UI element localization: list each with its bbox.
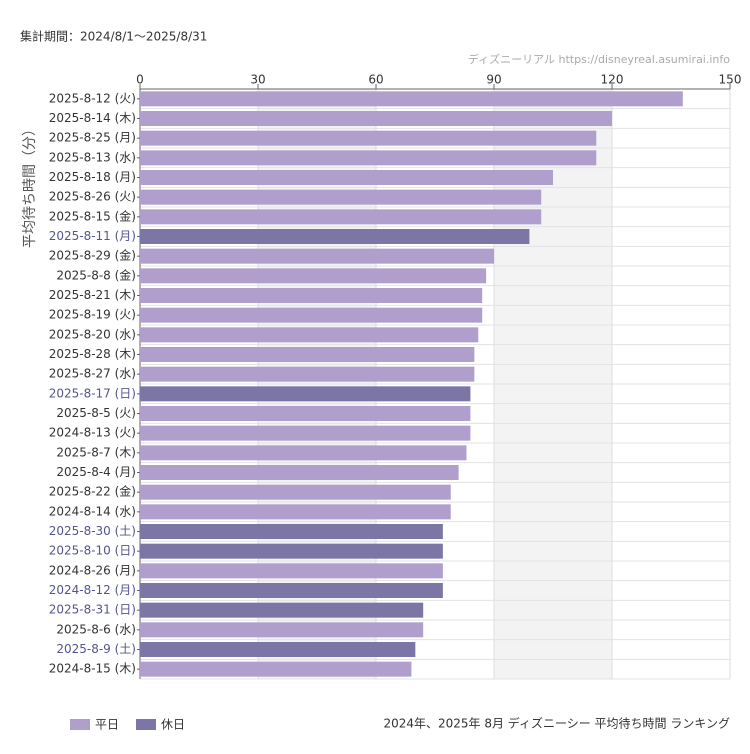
bar [140,504,451,520]
bar [140,661,412,677]
y-tick-label: 2024-8-15 (木) [49,662,136,676]
bar [140,642,416,657]
bar [140,386,471,402]
y-tick-label: 2025-8-8 (金) [56,267,136,282]
y-tick-label: 2025-8-27 (水) [49,367,136,381]
legend-label: 平日 [95,718,119,732]
bar [140,602,424,618]
y-tick-label: 2025-8-28 (木) [49,347,136,361]
bar [140,543,443,559]
y-tick-label: 2025-8-26 (火) [49,190,136,204]
bar [140,465,459,480]
bar [140,366,475,382]
bar [140,327,479,343]
bar [140,150,597,166]
chart-title: 2024年、2025年 8月 ディズニーシー 平均待ち時間 ランキング [383,716,730,731]
bar [140,91,683,107]
y-axis-label: 平均待ち時間（分） [22,122,38,248]
y-tick-label: 2025-8-31 (日) [49,603,136,617]
y-tick-label: 2025-8-15 (金) [49,208,136,223]
x-tick-label: 0 [136,73,144,87]
y-tick-label: 2024-8-14 (水) [49,504,136,518]
y-tick-label: 2025-8-12 (火) [49,91,136,105]
y-tick-label: 2025-8-13 (水) [49,150,136,164]
bar [140,170,553,185]
y-tick-label: 2025-8-25 (月) [49,131,136,145]
bar [140,622,424,638]
bar [140,209,542,225]
bar [140,248,494,264]
period: 集計期間：2024/8/1～2025/8/31 [20,29,207,44]
y-tick-label: 2025-8-9 (土) [56,642,136,656]
bar [140,445,467,461]
source: ディズニーリアル https://disneyreal.asumirai.inf… [468,52,730,66]
y-tick-label: 2024-8-26 (月) [49,563,136,577]
y-tick-label: 2025-8-10 (日) [49,544,136,558]
x-tick-label: 30 [250,73,265,87]
bar [140,288,483,303]
y-tick-label: 2025-8-29 (金) [49,248,136,263]
y-tick-label: 2024-8-12 (月) [49,583,136,597]
bar [140,307,483,323]
x-tick-label: 60 [368,73,383,87]
bar [140,524,443,539]
y-tick-label: 2025-8-6 (水) [56,622,136,636]
bar [140,484,451,500]
y-tick-label: 2025-8-19 (火) [49,308,136,322]
bar [140,347,475,362]
x-tick-label: 150 [719,73,742,87]
bar [140,189,542,205]
y-tick-label: 2025-8-4 (月) [56,465,136,479]
y-tick-label: 2025-8-7 (木) [56,445,136,459]
y-tick-label: 2025-8-22 (金) [49,484,136,499]
y-tick-label: 2025-8-14 (木) [49,111,136,125]
x-tick-label: 120 [601,73,624,87]
bar [140,130,597,146]
y-tick-label: 2025-8-11 (月) [49,229,136,243]
y-tick-label: 2025-8-17 (日) [49,386,136,400]
bar [140,111,612,126]
bar [140,406,471,421]
y-tick-label: 2025-8-20 (水) [49,327,136,341]
bar [140,229,530,244]
legend-label: 休日 [161,718,185,732]
y-tick-label: 2025-8-5 (火) [56,406,136,420]
y-tick-label: 2025-8-21 (木) [49,288,136,302]
y-tick-label: 2025-8-30 (土) [49,524,136,538]
legend-swatch [70,719,90,730]
bar [140,425,471,441]
y-tick-label: 2025-8-18 (月) [49,170,136,184]
y-tick-label: 2024-8-13 (火) [49,426,136,440]
bar [140,583,443,598]
legend-swatch [136,719,156,730]
bar [140,268,487,284]
bar [140,563,443,579]
x-tick-label: 90 [486,73,501,87]
